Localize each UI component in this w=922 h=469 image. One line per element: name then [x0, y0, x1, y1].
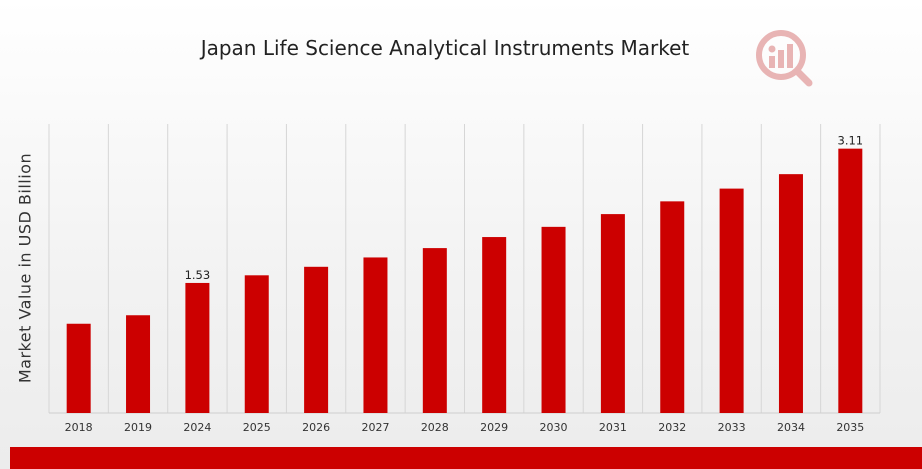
bar-2034: [778, 174, 803, 413]
x-tick-2033: 2033: [718, 421, 746, 434]
bar-2030: [541, 226, 566, 413]
chart-title: Japan Life Science Analytical Instrument…: [200, 36, 690, 60]
bar-2027: [363, 257, 388, 413]
bar-2026: [304, 266, 329, 413]
x-tick-2032: 2032: [658, 421, 686, 434]
bar-2035: [838, 148, 863, 413]
data-label-2035: 3.11: [838, 134, 864, 148]
market-research-logo-icon: [756, 30, 813, 87]
x-tick-labels: 2018 2019 2024 2025 2026 2027 2028 2029 2030 2031…: [65, 421, 865, 434]
x-tick-2030: 2030: [540, 421, 568, 434]
bars: [66, 148, 863, 413]
bar-2024: [185, 282, 210, 413]
x-tick-2019: 2019: [124, 421, 152, 434]
bar-2025: [244, 275, 269, 413]
bar-2031: [600, 214, 625, 413]
bar-2018: [66, 323, 91, 413]
x-tick-2035: 2035: [836, 421, 864, 434]
bar-2029: [482, 237, 507, 413]
x-tick-2028: 2028: [421, 421, 449, 434]
x-tick-2018: 2018: [65, 421, 93, 434]
bar-2033: [719, 188, 744, 413]
x-tick-2025: 2025: [243, 421, 271, 434]
x-tick-2029: 2029: [480, 421, 508, 434]
bottom-brand-band: [10, 447, 922, 469]
bar-2032: [660, 201, 685, 413]
x-tick-2034: 2034: [777, 421, 805, 434]
bar-2019: [126, 315, 151, 413]
x-tick-2031: 2031: [599, 421, 627, 434]
grid-lines: [48, 124, 881, 414]
bar-2028: [422, 248, 447, 413]
data-label-2024: 1.53: [185, 268, 211, 282]
data-labels: 1.53 3.11: [185, 134, 864, 282]
x-tick-2026: 2026: [302, 421, 330, 434]
x-tick-2024: 2024: [183, 421, 211, 434]
x-tick-2027: 2027: [361, 421, 389, 434]
